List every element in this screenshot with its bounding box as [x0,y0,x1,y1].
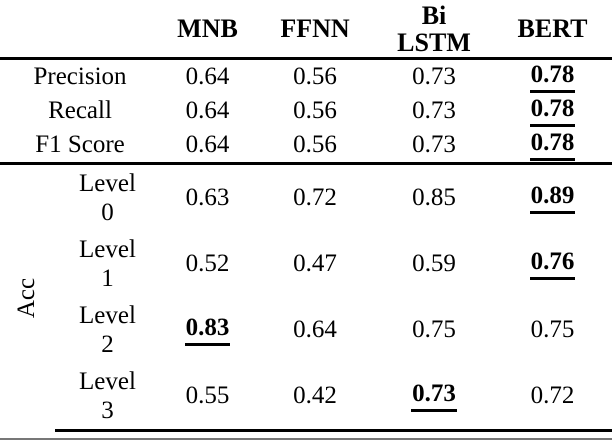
col-header-mnb: MNB [160,0,255,60]
table-row-precision: Precision 0.64 0.56 0.73 0.78 [0,59,612,95]
value-cell: 0.64 [185,97,230,124]
value-cell: 0.56 [293,97,337,124]
value-cell-best: 0.89 [493,164,612,232]
row-label-f1-score: F1 Score [0,128,160,165]
table-header: MNB FFNN Bi LSTM BERT [0,0,612,60]
value-cell: 0.64 [160,128,255,165]
value-cell: 0.52 [185,250,230,277]
value-cell: 0.64 [185,63,230,90]
value-cell: 0.75 [530,316,575,343]
row-label-level-2: Level 2 [79,302,136,358]
table-body: Precision 0.64 0.56 0.73 0.78 Recall 0.6… [0,59,612,432]
row-group-label-acc: Acc [0,164,55,431]
table-row-acc-level-2: Level 2 0.83 0.64 0.75 0.75 [0,297,612,363]
header-empty-cell [0,0,160,60]
value-cell: 0.72 [293,184,337,211]
value-cell: 0.47 [293,250,337,277]
row-label-level-0: Level 0 [79,170,136,226]
value-cell-best: 0.76 [493,231,612,297]
bottom-double-rule [0,438,612,440]
col-header-bilstm-line2: LSTM [397,27,471,57]
value-cell: 0.59 [412,250,456,277]
value-cell: 0.75 [412,316,456,343]
value-cell: 0.55 [160,363,255,432]
acc-rotated-label: Acc [13,277,41,318]
value-cell-best: 0.83 [160,297,255,363]
value-cell: 0.63 [185,184,230,211]
value-cell: 0.85 [412,184,456,211]
value-cell: 0.56 [293,63,337,90]
table-row-acc-level-1: Level 1 0.52 0.47 0.59 0.76 [0,231,612,297]
table-row-recall: Recall 0.64 0.56 0.73 0.78 [0,94,612,128]
value-cell-best: 0.73 [375,363,493,432]
value-cell-best: 0.78 [493,128,612,165]
row-label-level-3: Level 3 [55,363,160,432]
col-header-bert: BERT [493,0,612,60]
row-label-precision: Precision [33,63,127,90]
value-cell: 0.42 [255,363,375,432]
col-header-bilstm-line1: Bi [421,0,447,30]
header-row: MNB FFNN Bi LSTM BERT [0,0,612,60]
table-row-f1-score: F1 Score 0.64 0.56 0.73 0.78 [0,128,612,165]
value-cell: 0.72 [493,363,612,432]
value-cell: 0.73 [412,63,456,90]
row-label-level-1: Level 1 [79,236,136,292]
value-cell: 0.56 [255,128,375,165]
row-label-recall: Recall [48,97,112,124]
table-row-acc-level-0: Acc Level 0 0.63 0.72 0.85 0.89 [0,164,612,318]
value-cell: 0.64 [293,316,337,343]
col-header-ffnn: FFNN [255,0,375,60]
value-cell: 0.73 [375,128,493,165]
value-cell-best: 0.78 [493,59,612,95]
value-cell-best: 0.78 [493,94,612,128]
value-cell: 0.73 [412,97,456,124]
col-header-bilstm: Bi LSTM [375,0,493,60]
table-row-acc-level-3: Level 3 0.55 0.42 0.73 0.72 [0,363,612,432]
